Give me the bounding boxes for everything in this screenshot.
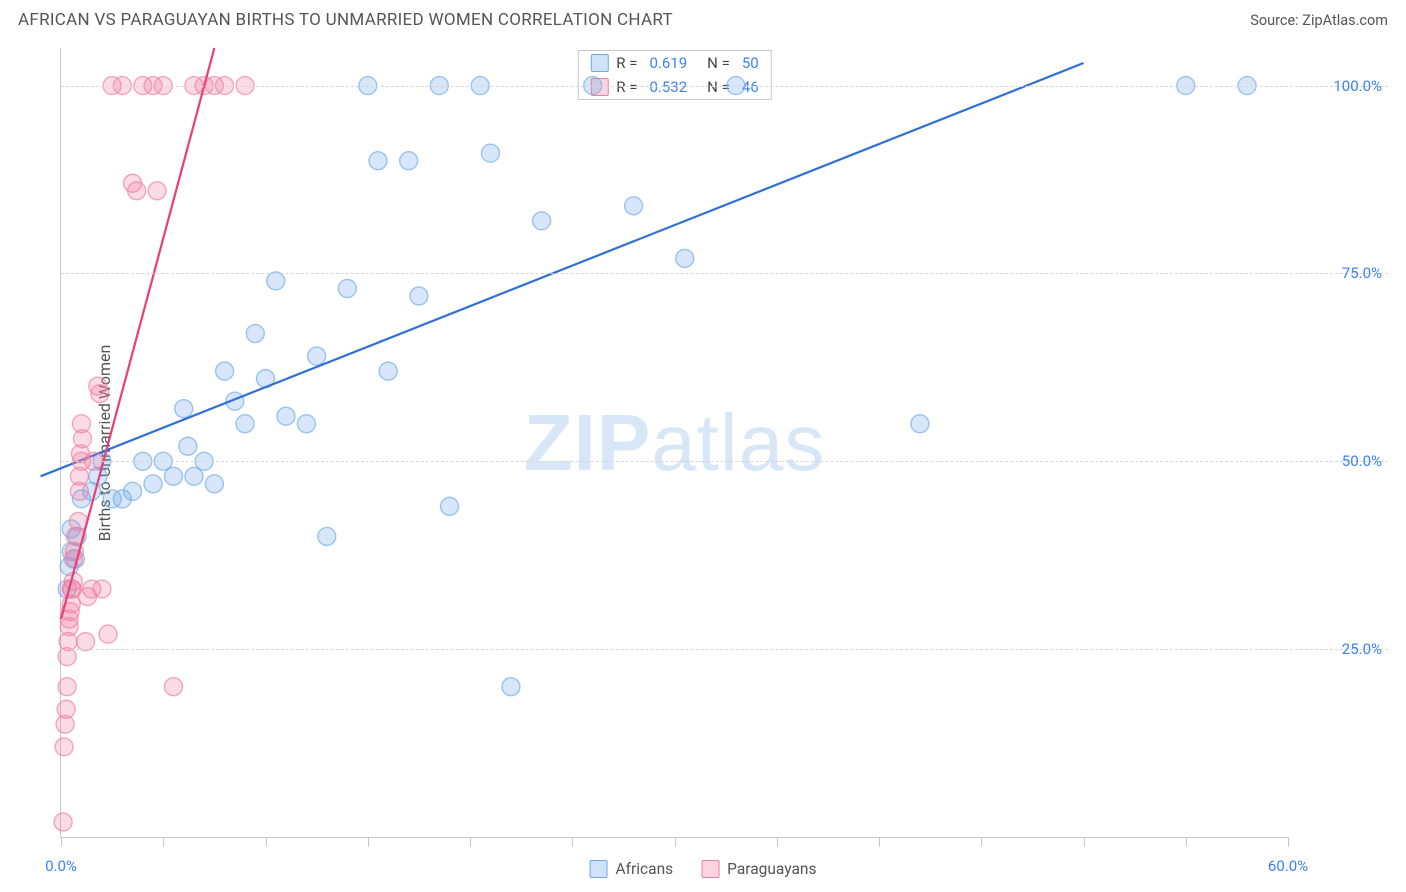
data-point [533,212,551,230]
ytick-label: 75.0% [1342,264,1382,282]
data-point [73,430,91,448]
data-point [128,182,146,200]
data-point [164,467,182,485]
trend-line [61,48,214,619]
scatter-svg [61,48,1288,837]
data-point [369,152,387,170]
swatch-paraguayans-icon [701,860,719,878]
source-label: Source: ZipAtlas.com [1250,12,1388,29]
chart-title: AFRICAN VS PARAGUAYAN BIRTHS TO UNMARRIE… [18,10,673,30]
data-point [676,249,694,267]
data-point [246,325,264,343]
data-point [124,482,142,500]
xtick-label: 60.0% [1268,857,1308,875]
data-point [379,362,397,380]
data-point [205,475,223,493]
data-point [481,144,499,162]
data-point [58,678,76,696]
data-point [175,400,193,418]
plot-region: ZIPatlas R = 0.619 N = 50 R = 0.532 N = … [60,48,1288,838]
data-point [93,580,111,598]
data-point [297,415,315,433]
data-point [400,152,418,170]
legend-label-paraguayans: Paraguayans [727,860,816,878]
series-legend: Africans Paraguayans [590,860,817,878]
legend-item-paraguayans: Paraguayans [701,860,816,878]
data-point [338,279,356,297]
data-point [216,362,234,380]
data-point [54,813,72,831]
data-point [148,182,166,200]
data-point [441,497,459,515]
data-point [99,625,117,643]
data-point [318,527,336,545]
trend-line [41,63,1084,476]
xtick-label: 0.0% [45,857,77,875]
data-point [911,415,929,433]
data-point [625,197,643,215]
data-point [77,633,95,651]
data-point [277,407,295,425]
ytick-label: 50.0% [1342,452,1382,470]
legend-label-africans: Africans [616,860,674,878]
swatch-africans-icon [590,860,608,878]
data-point [164,678,182,696]
data-point [179,437,197,455]
data-point [502,678,520,696]
data-point [144,475,162,493]
data-point [267,272,285,290]
data-point [308,347,326,365]
ytick-label: 25.0% [1342,640,1382,658]
ytick-label: 100.0% [1333,77,1382,95]
data-point [57,700,75,718]
data-point [236,415,254,433]
legend-item-africans: Africans [590,860,674,878]
data-point [410,287,428,305]
data-point [91,385,109,403]
chart-area: Births to Unmarried Women ZIPatlas R = 0… [18,48,1388,838]
data-point [55,738,73,756]
